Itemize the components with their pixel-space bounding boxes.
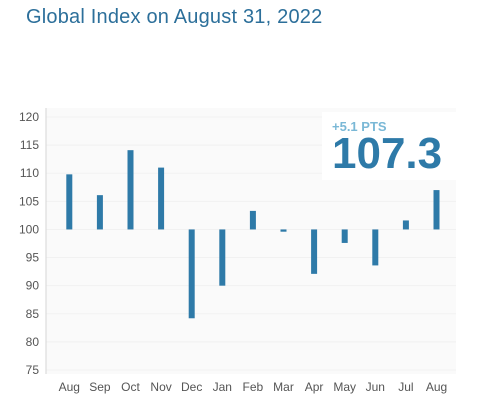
- y-tick-label: 75: [26, 363, 40, 377]
- bar-mar: [280, 229, 287, 232]
- y-tick-label: 100: [19, 222, 39, 236]
- bar-aug: [433, 190, 440, 230]
- x-tick-label: Apr: [305, 380, 324, 394]
- x-tick-label: Nov: [150, 380, 171, 394]
- bar-aug: [66, 174, 73, 230]
- x-tick-label: Mar: [273, 380, 294, 394]
- page-title: Global Index on August 31, 2022: [26, 6, 323, 28]
- x-tick-label: Jan: [213, 380, 232, 394]
- y-tick-label: 115: [20, 138, 39, 152]
- y-axis-ticks: 120 115 110 105 100 95 90 85 80 75: [19, 110, 39, 377]
- callout-box: [322, 112, 456, 180]
- bar-nov: [158, 167, 165, 230]
- x-tick-label: Dec: [181, 380, 202, 394]
- bar-feb: [249, 210, 256, 230]
- y-tick-label: 105: [19, 194, 39, 208]
- x-tick-label: Sep: [89, 380, 111, 394]
- x-tick-label: Jun: [366, 380, 385, 394]
- bar-oct: [127, 150, 134, 230]
- bar-jun: [372, 229, 379, 266]
- y-tick-label: 85: [26, 307, 40, 321]
- bar-jan: [219, 229, 226, 286]
- y-tick-label: 95: [26, 251, 40, 265]
- x-axis-ticks: Aug Sep Oct Nov Dec Jan Feb Mar Apr May Jun Jul Aug: [59, 380, 448, 394]
- bar-jul: [402, 220, 409, 230]
- y-tick-label: 90: [26, 279, 40, 293]
- x-tick-label: May: [333, 380, 356, 394]
- y-tick-label: 120: [19, 110, 39, 124]
- x-tick-label: Oct: [121, 380, 140, 394]
- x-tick-label: Aug: [59, 380, 80, 394]
- bars: [66, 150, 440, 319]
- change-label: +5.1 PTS: [332, 119, 387, 134]
- bar-may: [341, 229, 348, 243]
- x-tick-label: Feb: [243, 380, 264, 394]
- y-tick-label: 110: [20, 166, 39, 180]
- index-value: 107.3: [332, 129, 442, 178]
- x-tick-label: Jul: [398, 380, 413, 394]
- y-tick-label: 80: [26, 335, 40, 349]
- bar-sep: [96, 195, 103, 230]
- bar-apr: [311, 229, 318, 274]
- bar-dec: [188, 229, 195, 319]
- x-tick-label: Aug: [426, 380, 447, 394]
